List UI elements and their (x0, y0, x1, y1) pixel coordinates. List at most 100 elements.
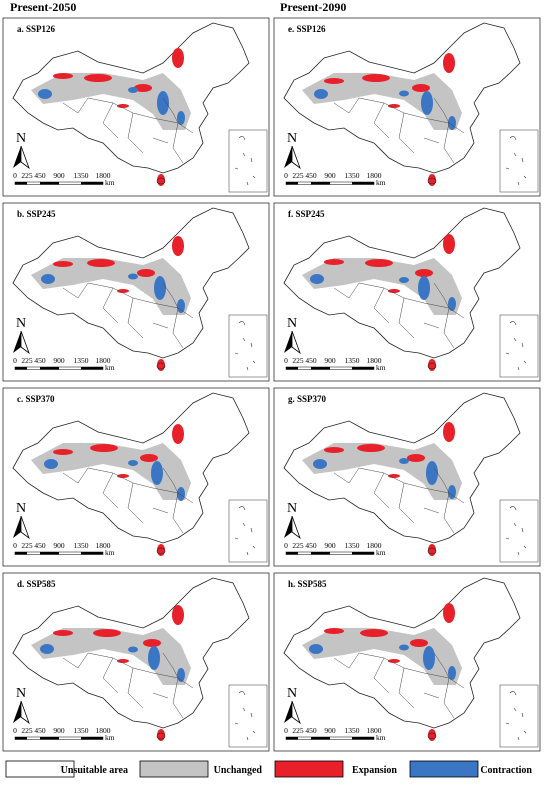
expansion-area (93, 629, 121, 637)
scale-label: 900 (53, 726, 65, 735)
scale-segment (40, 737, 59, 740)
inset-islands (505, 506, 527, 556)
legend-swatch (409, 760, 479, 778)
panel-label: e. SSP126 (288, 24, 326, 34)
contraction-area (128, 460, 138, 466)
expansion-area (53, 630, 73, 636)
legend-label: Contraction (480, 765, 532, 776)
north-label: N (16, 501, 26, 516)
contraction-area (313, 459, 327, 469)
panel-label: a. SSP126 (17, 24, 56, 34)
inset-box (228, 684, 268, 748)
north-arrow (13, 146, 21, 168)
scale-label: 900 (324, 356, 336, 365)
expansion-area (117, 659, 129, 663)
scale-unit: km (105, 733, 115, 742)
contraction-area (44, 459, 58, 469)
expansion-area (388, 289, 400, 293)
contraction-area (399, 644, 409, 651)
panel-label: h. SSP585 (288, 579, 327, 589)
inset-box (499, 684, 539, 748)
scale-label: 1800 (96, 356, 111, 365)
contraction-area (177, 111, 185, 125)
scale-label: 450 (305, 171, 317, 180)
expansion-area (443, 234, 455, 254)
north-label: N (287, 501, 297, 516)
expansion-area (84, 74, 112, 82)
north-arrow (13, 701, 21, 723)
scale-unit: km (105, 548, 115, 557)
expansion-area (324, 78, 344, 84)
panel-label: b. SSP245 (17, 209, 56, 219)
scale-segment (40, 552, 59, 555)
expansion-area (172, 424, 184, 444)
scale-segment (286, 182, 298, 185)
scale-segment (352, 552, 374, 555)
expansion-area (410, 639, 428, 647)
expansion-area (134, 84, 152, 92)
panel-label: c. SSP370 (17, 394, 55, 404)
scale-segment (81, 367, 103, 370)
inset-islands (234, 691, 256, 741)
scale-segment (311, 737, 330, 740)
expansion-area (324, 628, 344, 634)
scale-label: 1800 (367, 356, 382, 365)
inset-islands (234, 506, 256, 556)
north-arrow (20, 330, 30, 355)
expansion-area (53, 261, 73, 267)
north-arrow (284, 516, 292, 538)
expansion-area (360, 629, 388, 637)
north-arrow (291, 700, 301, 725)
expansion-area (388, 104, 400, 108)
contraction-area (157, 91, 169, 115)
scale-segment (15, 737, 27, 740)
expansion-area (428, 544, 436, 556)
hainan (427, 362, 437, 370)
contraction-area (399, 458, 409, 464)
expansion-area (90, 444, 118, 452)
north-arrow (284, 146, 292, 168)
scale-label: 900 (324, 171, 336, 180)
legend-label: Expansion (352, 765, 397, 776)
inset-box (228, 129, 268, 193)
scale-label: 450 (34, 171, 46, 180)
inset-islands (505, 136, 527, 186)
contraction-area (448, 666, 456, 680)
expansion-area (412, 84, 430, 92)
expansion-area (443, 422, 455, 442)
scale-segment (81, 552, 103, 555)
hainan (156, 732, 166, 740)
hainan (156, 547, 166, 555)
contraction-area (448, 297, 456, 311)
inset-box (499, 499, 539, 563)
scale-label: 1800 (96, 541, 111, 550)
scale-label: 1350 (74, 171, 89, 180)
north-arrow (20, 145, 30, 170)
contraction-area (41, 274, 55, 284)
scale-segment (352, 367, 374, 370)
expansion-area (53, 449, 73, 455)
scale-label: 1350 (74, 541, 89, 550)
scale-label: 0 (284, 726, 288, 735)
scale-label: 225 (292, 356, 304, 365)
north-arrow (284, 331, 292, 353)
expansion-area (428, 729, 436, 741)
scale-label: 1350 (74, 356, 89, 365)
north-arrow (20, 700, 30, 725)
inset-box (228, 499, 268, 563)
north-label: N (16, 686, 26, 701)
scale-label: 450 (305, 726, 317, 735)
expansion-area (428, 174, 436, 186)
scale-label: 450 (34, 541, 46, 550)
scale-unit: km (105, 363, 115, 372)
scale-label: 450 (34, 356, 46, 365)
scale-label: 1350 (345, 171, 360, 180)
hainan (427, 177, 437, 185)
scale-label: 225 (292, 726, 304, 735)
inset-islands (505, 691, 527, 741)
expansion-area (117, 104, 129, 108)
scale-unit: km (376, 178, 386, 187)
scale-segment (40, 367, 59, 370)
